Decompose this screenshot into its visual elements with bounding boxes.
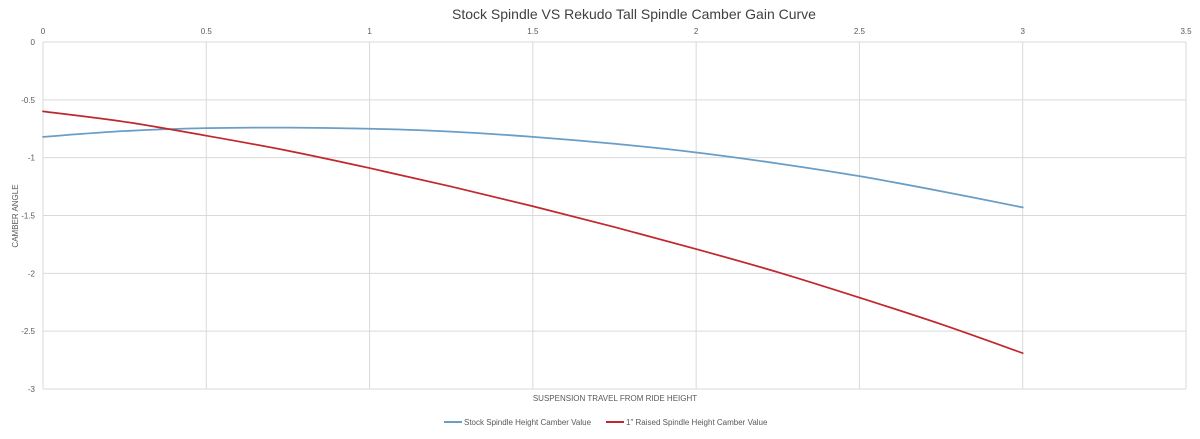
legend: Stock Spindle Height Camber Value 1" Rais… — [444, 418, 768, 427]
series-lines — [42, 110, 1024, 355]
tick-labels: 0 0.5 1 1.5 2 2.5 3 3.5 0 -0.5 -1 -1.5 -2 -2.5 -3 — [21, 27, 1192, 394]
x-tick-label: 2.5 — [854, 27, 866, 36]
y-tick-label: -1 — [28, 154, 36, 163]
y-tick-label: -0.5 — [21, 96, 35, 105]
x-tick-label: 2 — [694, 27, 699, 36]
chart-title: Stock Spindle VS Rekudo Tall Spindle Cam… — [452, 6, 816, 22]
legend-item-stock: Stock Spindle Height Camber Value — [444, 418, 592, 427]
x-tick-label: 3 — [1020, 27, 1025, 36]
y-tick-label: -2 — [28, 269, 36, 278]
y-tick-label: -1.5 — [21, 212, 35, 221]
raised-spindle-series-line — [42, 110, 1024, 355]
x-tick-label: 0 — [41, 27, 46, 36]
legend-label: 1" Raised Spindle Height Camber Value — [626, 418, 768, 427]
y-axis-title: CAMBER ANGLE — [11, 184, 20, 247]
legend-label: Stock Spindle Height Camber Value — [464, 418, 592, 427]
x-tick-label: 1 — [367, 27, 372, 36]
x-tick-label: 1.5 — [527, 27, 539, 36]
legend-item-raised: 1" Raised Spindle Height Camber Value — [606, 418, 768, 427]
y-tick-label: 0 — [31, 38, 36, 47]
stock-spindle-series-line — [42, 126, 1024, 209]
x-tick-label: 3.5 — [1180, 27, 1192, 36]
y-tick-label: -3 — [28, 385, 36, 394]
x-axis-title: SUSPENSION TRAVEL FROM RIDE HEIGHT — [533, 394, 697, 403]
y-tick-label: -2.5 — [21, 327, 35, 336]
x-tick-label: 0.5 — [201, 27, 213, 36]
gridlines — [42, 41, 1187, 390]
